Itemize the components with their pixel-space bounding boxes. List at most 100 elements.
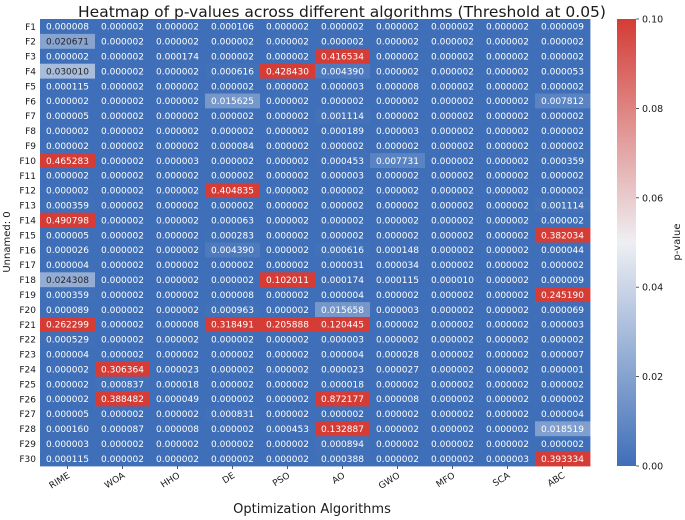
heatmap-cell <box>370 33 426 50</box>
cell-value-label: 0.000002 <box>431 52 474 62</box>
cell-value-label: 0.000002 <box>431 336 474 346</box>
heatmap-cell <box>260 406 316 422</box>
cell-value-label: 0.120445 <box>321 321 364 331</box>
heatmap-cell <box>535 19 591 35</box>
cell-value-label: 0.000002 <box>486 410 529 420</box>
heatmap-cell <box>150 287 206 303</box>
heatmap-cell <box>40 436 96 452</box>
heatmap-cell <box>95 123 151 139</box>
cell-value-label: 0.000002 <box>486 201 529 211</box>
cell-value-label: 0.000002 <box>486 321 529 331</box>
heatmap-cell <box>370 302 426 318</box>
heatmap-cell <box>315 436 371 452</box>
cell-value-label: 0.416534 <box>321 52 364 62</box>
heatmap-cell <box>95 361 151 377</box>
cell-value-label: 0.000002 <box>156 291 199 301</box>
cell-value-label: 0.000002 <box>431 306 474 316</box>
cell-value-label: 0.318491 <box>211 321 254 331</box>
heatmap-cell <box>370 361 426 377</box>
cell-value-label: 0.000053 <box>541 67 584 77</box>
cell-value-label: 0.000616 <box>321 246 364 256</box>
heatmap-cell <box>370 63 426 79</box>
cell-value-label: 0.000002 <box>321 142 364 152</box>
cell-value-label: 0.393334 <box>541 455 584 465</box>
cell-value-label: 0.000002 <box>101 82 144 92</box>
cell-value-label: 0.007731 <box>376 157 419 167</box>
heatmap-cell <box>205 48 261 65</box>
cell-value-label: 0.000002 <box>156 187 199 197</box>
cell-value-label: 0.000002 <box>211 127 254 137</box>
heatmap-cell <box>40 257 96 273</box>
cell-value-label: 0.000283 <box>211 231 254 241</box>
heatmap-cell <box>315 108 371 124</box>
row-tick-label: F20 <box>19 306 36 316</box>
heatmap-cell <box>480 331 536 348</box>
cell-value-label: 0.000002 <box>156 23 199 33</box>
heatmap-cell <box>315 346 371 363</box>
heatmap-cell <box>205 63 261 79</box>
heatmap-cell <box>150 406 206 422</box>
cell-value-label: 0.000002 <box>266 440 309 450</box>
cell-value-label: 0.000002 <box>101 455 144 465</box>
heatmap-cell <box>535 257 591 273</box>
cell-value-label: 0.000002 <box>321 187 364 197</box>
heatmap-cell <box>480 182 536 199</box>
row-tick-label: F8 <box>25 127 36 137</box>
cell-value-label: 0.000002 <box>486 23 529 33</box>
cell-value-label: 0.000002 <box>156 306 199 316</box>
heatmap-cell <box>315 406 371 422</box>
cell-value-label: 0.000002 <box>266 216 309 226</box>
cell-value-label: 0.000002 <box>266 291 309 301</box>
cell-value-label: 0.428430 <box>266 67 309 77</box>
heatmap-cell <box>205 197 261 214</box>
cell-value-label: 0.000002 <box>486 336 529 346</box>
cell-value-label: 0.000002 <box>156 112 199 122</box>
column-tick-label: DE <box>221 471 237 486</box>
heatmap-cell <box>150 242 206 258</box>
heatmap-cell <box>205 376 261 392</box>
heatmap-cell <box>425 153 481 169</box>
cell-value-label: 0.000002 <box>486 380 529 390</box>
cell-value-label: 0.000002 <box>376 380 419 390</box>
cell-value-label: 0.245190 <box>541 291 584 301</box>
heatmap-cell <box>95 242 151 258</box>
heatmap-cell <box>370 123 426 139</box>
heatmap-cell <box>535 361 591 377</box>
heatmap-cell <box>205 257 261 273</box>
heatmap-cell <box>315 376 371 392</box>
row-tick-label: F28 <box>19 425 36 435</box>
row-tick-label: F2 <box>25 38 36 48</box>
heatmap-cell <box>370 153 426 169</box>
heatmap-cell <box>425 168 481 184</box>
heatmap-cell <box>95 331 151 348</box>
heatmap-cell <box>535 302 591 318</box>
cell-value-label: 0.015625 <box>211 97 254 107</box>
heatmap-cell <box>535 123 591 139</box>
cell-value-label: 0.000002 <box>156 127 199 137</box>
heatmap-cell <box>315 123 371 139</box>
cell-value-label: 0.000002 <box>156 261 199 271</box>
y-axis-label: Unnamed: 0 <box>2 211 13 272</box>
heatmap-cell <box>535 63 591 79</box>
cell-value-label: 0.000002 <box>321 23 364 33</box>
heatmap-cell <box>205 406 261 422</box>
heatmap-cell <box>535 168 591 184</box>
heatmap-cell <box>315 317 371 333</box>
heatmap-cell <box>260 272 316 288</box>
cell-value-label: 0.000008 <box>211 291 254 301</box>
cell-value-label: 0.000002 <box>376 455 419 465</box>
heatmap-cell <box>260 19 316 35</box>
heatmap-cell <box>480 78 536 94</box>
heatmap-cell <box>150 48 206 65</box>
heatmap-cell <box>425 257 481 273</box>
cell-value-label: 0.000002 <box>266 365 309 375</box>
cell-value-label: 0.000002 <box>431 216 474 226</box>
cell-value-label: 0.000189 <box>321 127 364 137</box>
cell-value-label: 0.000002 <box>101 216 144 226</box>
heatmap-cell <box>95 48 151 65</box>
heatmap-cell <box>40 406 96 422</box>
cell-value-label: 0.000002 <box>266 336 309 346</box>
cell-value-label: 0.000002 <box>486 246 529 256</box>
cell-value-label: 0.000002 <box>541 216 584 226</box>
cell-value-label: 0.000002 <box>266 410 309 420</box>
